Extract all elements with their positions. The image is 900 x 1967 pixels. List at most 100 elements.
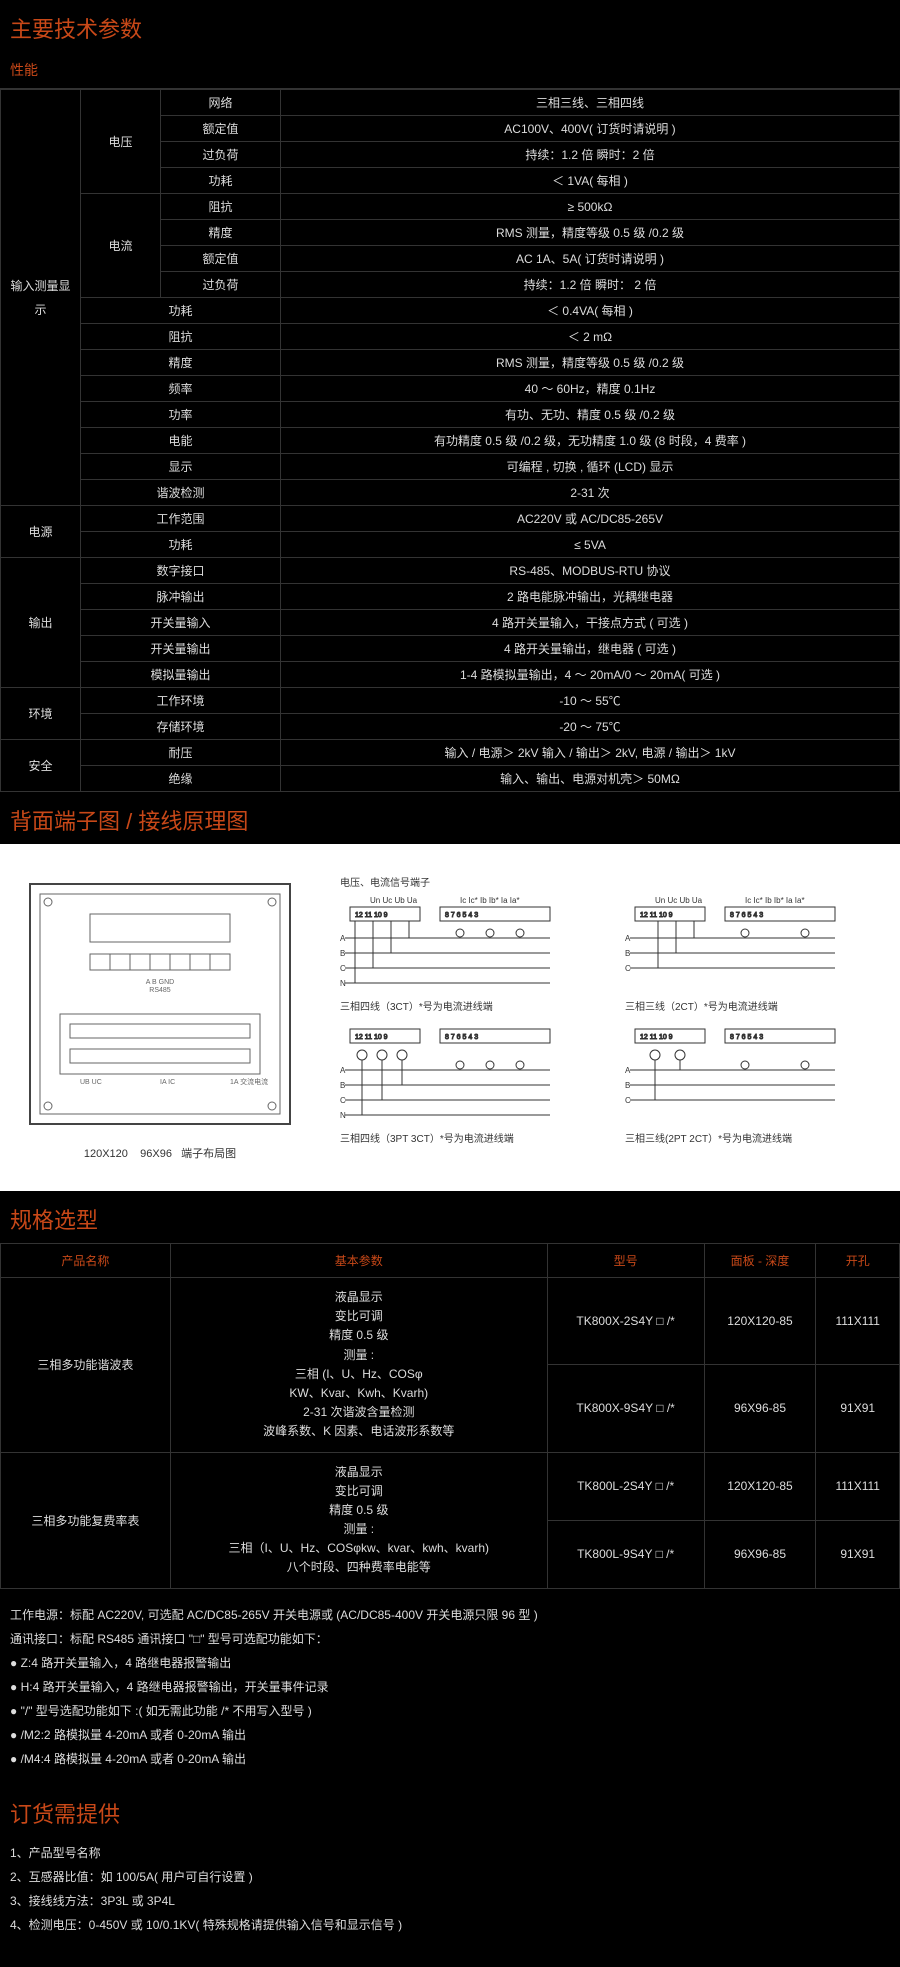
spec-value: 有功精度 0.5 级 /0.2 级，无功精度 1.0 级 (8 时段，4 费率 … [281,428,900,454]
spec-table: 输入测量显示 电压 网络 三相三线、三相四线 额定值AC100V、400V( 订… [0,89,900,792]
spec-label: 脉冲输出 [81,584,281,610]
notes-block: 工作电源：标配 AC220V, 可选配 AC/DC85-265V 开关电源或 (… [0,1589,900,1785]
spec-value: 2 路电能脉冲输出，光耦继电器 [281,584,900,610]
note-line: "/" 型号选配功能如下 :( 如无需此功能 /* 不用写入型号 ) [10,1699,890,1723]
spec-value: 40 ～ 60Hz，精度 0.1Hz [281,376,900,402]
model-table: 产品名称 基本参数 型号 面板 - 深度 开孔 三相多功能谐波表 液晶显示 变比… [0,1243,900,1589]
spec-label: 数字接口 [81,558,281,584]
spec-value: 4 路开关量输出，继电器 ( 可选 ) [281,636,900,662]
group-output: 输出 [1,558,81,688]
col-basic: 基本参数 [170,1244,547,1278]
product-name: 三相多功能复费率表 [1,1452,171,1588]
svg-text:12 11 10 9: 12 11 10 9 [355,1034,388,1041]
hole-size: 111X111 [816,1452,900,1520]
group-power: 电源 [1,506,81,558]
spec-label: 电能 [81,428,281,454]
hole-size: 91X91 [816,1365,900,1452]
col-hole: 开孔 [816,1244,900,1278]
spec-value: -20 ～ 75℃ [281,714,900,740]
model-num: TK800X-9S4Y □ /* [547,1365,704,1452]
spec-label: 功率 [81,402,281,428]
svg-text:1A 交流电流: 1A 交流电流 [230,1077,268,1086]
product-basic: 液晶显示 变比可调 精度 0.5 级 测量 : 三相（I、U、Hz、COSφkw… [170,1452,547,1588]
svg-text:8 7 6 5 4 3: 8 7 6 5 4 3 [730,912,763,919]
svg-text:B: B [340,1081,345,1090]
col-model: 型号 [547,1244,704,1278]
svg-text:A: A [340,1066,346,1075]
svg-text:Ic Ic* Ib Ib* Ia Ia*: Ic Ic* Ib Ib* Ia Ia* [460,896,520,905]
spec-label: 精度 [81,350,281,376]
spec-label: 频率 [81,376,281,402]
order-item: 4、检测电压：0-450V 或 10/0.1KV( 特殊规格请提供输入信号和显示… [10,1913,890,1937]
model-num: TK800L-9S4Y □ /* [547,1520,704,1588]
note-line: /M4:4 路模拟量 4-20mA 或者 0-20mA 输出 [10,1747,890,1771]
svg-text:B: B [340,949,345,958]
spec-value: 持续：1.2 倍 瞬时： 2 倍 [281,272,900,298]
order-list: 1、产品型号名称 2、互感器比值：如 100/5A( 用户可自行设置 ) 3、接… [0,1837,900,1967]
svg-text:B: B [625,1081,630,1090]
wiring-cap-3: 三相四线（3PT 3CT）*号为电流进线端 [340,1130,595,1145]
spec-value: -10 ～ 55℃ [281,688,900,714]
section-title-terminal: 背面端子图 / 接线原理图 [0,792,900,844]
spec-value: 输入 / 电源＞ 2kV 输入 / 输出＞ 2kV, 电源 / 输出＞ 1kV [281,740,900,766]
size-96: 96X96 [140,1148,172,1160]
spec-label: 开关量输出 [81,636,281,662]
device-icon: A B GND RS485 UB UC IA IC 1A 交流电流 [20,874,300,1134]
spec-label: 工作范围 [81,506,281,532]
spec-value: 输入、输出、电源对机壳＞ 50MΩ [281,766,900,792]
note-line: 通讯接口：标配 RS485 通讯接口 "□" 型号可选配功能如下： [10,1627,890,1651]
spec-label: 网络 [161,90,281,116]
spec-label: 过负荷 [161,142,281,168]
svg-text:UB UC: UB UC [80,1079,102,1086]
panel-size: 96X96-85 [704,1520,816,1588]
spec-value: 有功、无功、精度 0.5 级 /0.2 级 [281,402,900,428]
spec-value: ＜ 1VA( 每相 ) [281,168,900,194]
wiring-cap-2: 三相三线（2CT）*号为电流进线端 [625,998,880,1013]
spec-label: 精度 [161,220,281,246]
group-safety: 安全 [1,740,81,792]
spec-label: 阻抗 [81,324,281,350]
note-line: Z:4 路开关量输入，4 路继电器报警输出 [10,1651,890,1675]
terminal-label: 端子布局图 [181,1148,236,1160]
wiring-diagrams: 电压、电流信号端子 Un Uc Ub Ua Ic Ic* Ib Ib* Ia I… [340,874,880,1145]
svg-text:N: N [340,979,346,988]
svg-text:B: B [625,949,630,958]
spec-label: 阻抗 [161,194,281,220]
spec-label: 谐波检测 [81,480,281,506]
order-item: 3、接线线方法：3P3L 或 3P4L [10,1889,890,1913]
wiring-cap-1: 三相四线（3CT）*号为电流进线端 [340,998,595,1013]
spec-value: ≤ 5VA [281,532,900,558]
spec-value: RMS 测量，精度等级 0.5 级 /0.2 级 [281,350,900,376]
svg-text:Un Uc Ub Ua: Un Uc Ub Ua [370,896,418,905]
diagram-container: A B GND RS485 UB UC IA IC 1A 交流电流 120X12… [0,844,900,1191]
spec-value: 持续：1.2 倍 瞬时：2 倍 [281,142,900,168]
svg-text:C: C [340,1096,346,1105]
product-basic: 液晶显示 变比可调 精度 0.5 级 测量 : 三相 (I、U、Hz、COSφ … [170,1278,547,1453]
spec-value: AC220V 或 AC/DC85-265V [281,506,900,532]
svg-text:IA IC: IA IC [160,1079,175,1086]
svg-text:RS485: RS485 [149,987,171,994]
note-line: /M2:2 路模拟量 4-20mA 或者 0-20mA 输出 [10,1723,890,1747]
section-title-model: 规格选型 [0,1191,900,1243]
spec-label: 工作环境 [81,688,281,714]
wiring-cap-4: 三相三线(2PT 2CT）*号为电流进线端 [625,1130,880,1145]
group-input: 输入测量显示 [1,90,81,506]
svg-text:A B GND: A B GND [146,979,174,986]
svg-text:A: A [625,1066,631,1075]
spec-value: RS-485、MODBUS-RTU 协议 [281,558,900,584]
spec-label: 显示 [81,454,281,480]
spec-label: 功耗 [81,532,281,558]
note-line: 工作电源：标配 AC220V, 可选配 AC/DC85-265V 开关电源或 (… [10,1603,890,1627]
col-panel: 面板 - 深度 [704,1244,816,1278]
spec-label: 耐压 [81,740,281,766]
svg-text:8 7 6 5 4 3: 8 7 6 5 4 3 [445,1034,478,1041]
hole-size: 111X111 [816,1278,900,1365]
panel-size: 120X120-85 [704,1452,816,1520]
svg-text:C: C [340,964,346,973]
group-current: 电流 [81,194,161,298]
product-name: 三相多功能谐波表 [1,1278,171,1453]
svg-text:A: A [625,934,631,943]
spec-value: AC100V、400V( 订货时请说明 ) [281,116,900,142]
group-env: 环境 [1,688,81,740]
svg-text:A: A [340,934,346,943]
